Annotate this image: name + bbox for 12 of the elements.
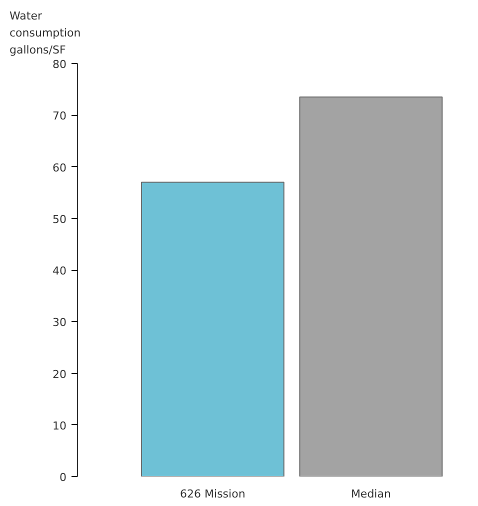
y-tick-label: 20: [52, 368, 67, 381]
y-tick-label: 0: [60, 471, 66, 484]
y-tick-label: 80: [52, 58, 67, 71]
y-tick-label: 40: [52, 264, 67, 278]
y-tick-label: 60: [52, 161, 67, 174]
y-tick-label: 10: [52, 419, 67, 432]
y-tick-label: 50: [52, 212, 67, 226]
y-axis-title: Water consumption gallons/SF: [10, 10, 81, 56]
x-tick-label: 626 Mission: [180, 488, 246, 500]
y-tick-label: 70: [52, 110, 67, 123]
y-tick-label: 30: [52, 316, 67, 330]
x-tick-label: Median: [350, 488, 391, 500]
